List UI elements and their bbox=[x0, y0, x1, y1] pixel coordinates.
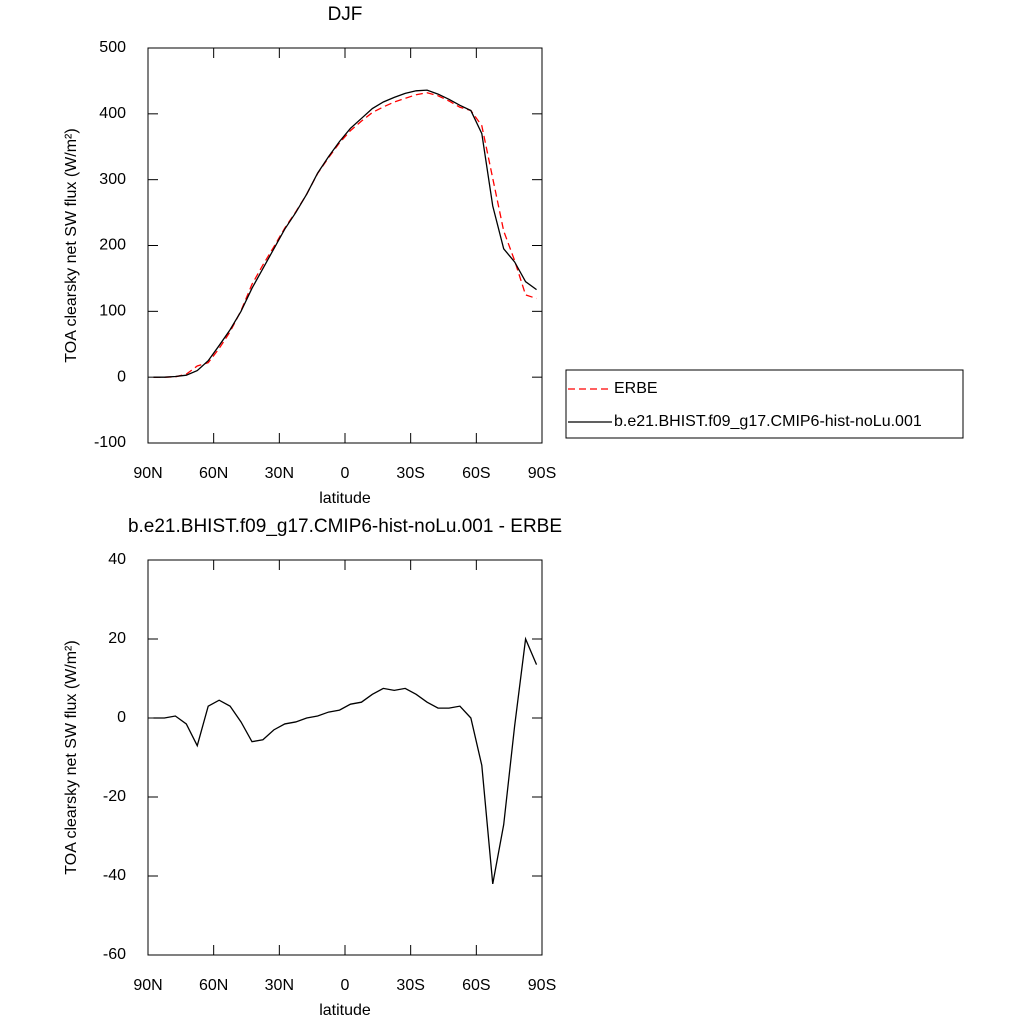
x-tick-label: 60N bbox=[199, 465, 228, 482]
y-axis-label: TOA clearsky net SW flux (W/m²) bbox=[63, 640, 80, 874]
x-tick-label: 90S bbox=[528, 465, 556, 482]
y-tick-label: 100 bbox=[99, 303, 126, 320]
x-tick-label: 90S bbox=[528, 977, 556, 994]
x-tick-label: 30S bbox=[396, 465, 424, 482]
x-tick-label: 0 bbox=[341, 465, 350, 482]
x-axis-label: latitude bbox=[319, 1002, 371, 1019]
data-line bbox=[153, 89, 537, 378]
y-tick-label: 400 bbox=[99, 105, 126, 122]
legend-label: ERBE bbox=[614, 380, 658, 397]
x-tick-label: 90N bbox=[133, 465, 162, 482]
legend-box bbox=[565, 369, 964, 439]
y-tick-label: 20 bbox=[108, 630, 126, 647]
y-tick-label: 0 bbox=[117, 368, 126, 385]
y-tick-label: -20 bbox=[103, 788, 126, 805]
x-tick-label: 30N bbox=[265, 465, 294, 482]
x-tick-label: 60S bbox=[462, 977, 490, 994]
legend-label: b.e21.BHIST.f09_g17.CMIP6-hist-noLu.001 bbox=[614, 413, 922, 430]
x-tick-label: 60S bbox=[462, 465, 490, 482]
x-tick-label: 60N bbox=[199, 977, 228, 994]
y-tick-label: -60 bbox=[103, 946, 126, 963]
y-tick-label: 0 bbox=[117, 709, 126, 726]
x-tick-label: 30N bbox=[265, 977, 294, 994]
chart-title: DJF bbox=[328, 4, 363, 25]
y-axis-label: TOA clearsky net SW flux (W/m²) bbox=[63, 128, 80, 362]
y-tick-label: 40 bbox=[108, 551, 126, 568]
plot-frame bbox=[147, 47, 543, 444]
chart-title: b.e21.BHIST.f09_g17.CMIP6-hist-noLu.001 … bbox=[128, 516, 562, 537]
plot-frame bbox=[147, 559, 543, 956]
y-tick-label: 200 bbox=[99, 237, 126, 254]
y-tick-label: 300 bbox=[99, 171, 126, 188]
x-axis-label: latitude bbox=[319, 490, 371, 507]
data-line bbox=[153, 636, 538, 885]
y-tick-label: -40 bbox=[103, 867, 126, 884]
y-tick-label: -100 bbox=[94, 434, 126, 451]
y-tick-label: 500 bbox=[99, 39, 126, 56]
x-tick-label: 0 bbox=[341, 977, 350, 994]
x-tick-label: 90N bbox=[133, 977, 162, 994]
x-tick-label: 30S bbox=[396, 977, 424, 994]
